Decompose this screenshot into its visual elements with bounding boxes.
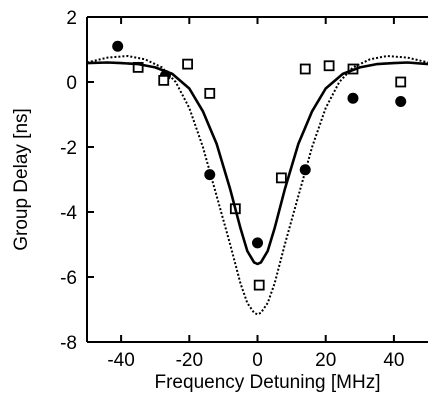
solid-fit-curve xyxy=(87,61,428,266)
x-tick-label: -20 xyxy=(176,350,203,371)
x-tick-label: 20 xyxy=(315,350,336,371)
x-tick-label: 0 xyxy=(252,350,263,371)
y-tick-label: -6 xyxy=(60,268,77,289)
y-tick-label: 2 xyxy=(66,8,77,29)
x-tick-label: 40 xyxy=(383,350,404,371)
filled-circle-point xyxy=(395,96,407,107)
y-tick-label: -4 xyxy=(60,203,77,224)
filled-circle-point xyxy=(252,237,263,249)
x-tick-label: -40 xyxy=(107,350,134,371)
y-tick-label: 0 xyxy=(66,73,77,94)
filled-circle-point xyxy=(347,92,359,104)
y-tick-label: -8 xyxy=(60,333,77,354)
open-square-point xyxy=(182,58,193,70)
plot-area xyxy=(87,40,428,316)
open-square-point xyxy=(275,172,287,184)
y-tick-label: -2 xyxy=(60,138,77,159)
filled-circle-point xyxy=(112,40,124,52)
open-square-point xyxy=(253,279,265,291)
open-square-point xyxy=(299,63,311,75)
open-square-point xyxy=(204,87,216,99)
dotted-fit-curve xyxy=(87,55,428,316)
y-axis-title: Group Delay [ns] xyxy=(11,108,32,251)
open-square-point xyxy=(158,74,170,86)
x-axis-title: Frequency Detuning [MHz] xyxy=(155,372,381,393)
open-square-point xyxy=(395,76,407,88)
open-square-point xyxy=(323,60,335,72)
